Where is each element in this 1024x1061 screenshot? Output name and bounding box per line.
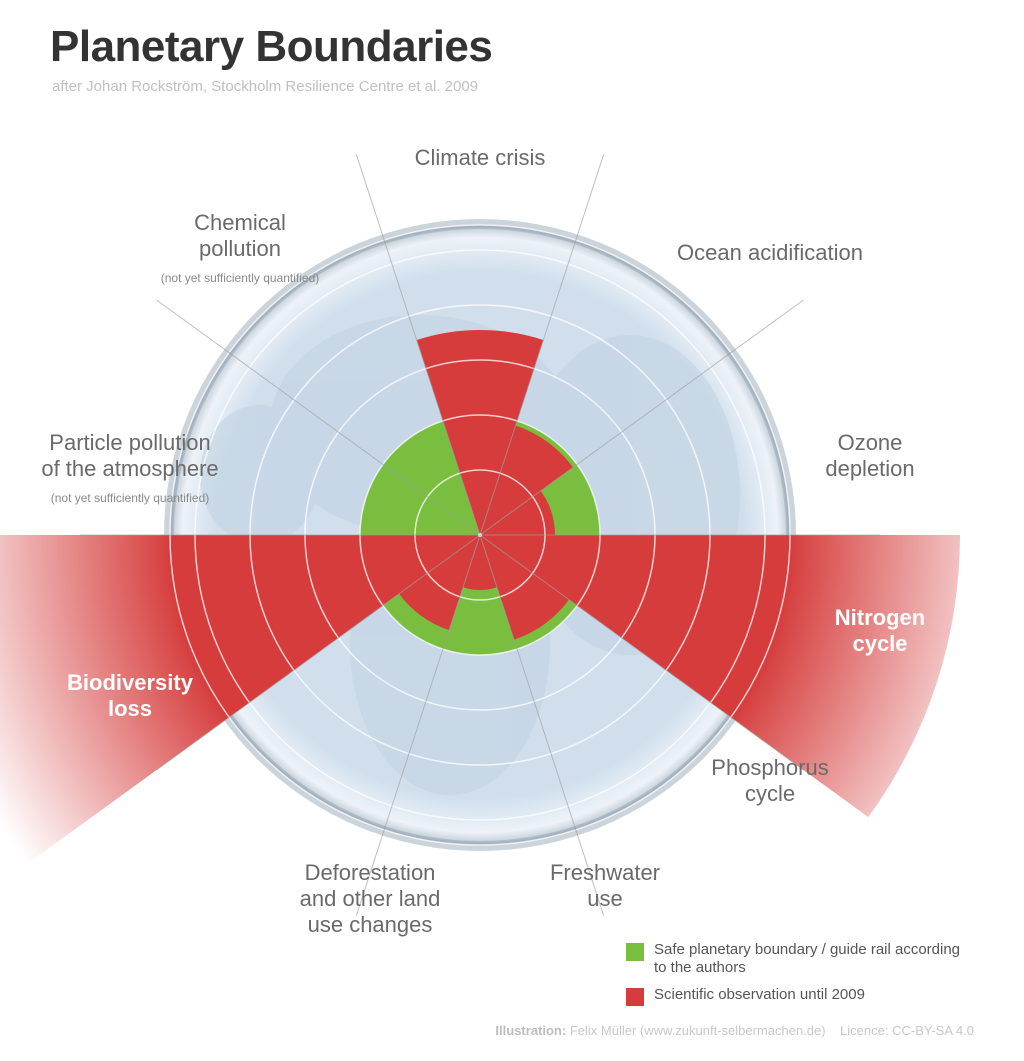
svg-text:Phosphorus: Phosphorus	[711, 755, 828, 780]
credit-label: Illustration:	[495, 1023, 566, 1038]
svg-text:Chemical: Chemical	[194, 210, 286, 235]
svg-text:of the atmosphere: of the atmosphere	[41, 456, 218, 481]
svg-text:and other land: and other land	[300, 886, 441, 911]
label-chemical: Chemicalpollution (not yet sufficiently q…	[161, 210, 320, 285]
credit-name: Felix Müller (www.zukunft-selbermachen.d…	[570, 1023, 826, 1038]
legend-observed: Scientific observation until 2009	[626, 986, 974, 1006]
swatch-safe	[626, 943, 644, 961]
label-particle: Particle pollutionof the atmosphere (not …	[41, 430, 218, 505]
chart-svg: Climate crisis Ocean acidification Ozonede…	[0, 0, 1024, 1056]
svg-text:(not yet sufficiently quantifi: (not yet sufficiently quantified)	[161, 271, 320, 285]
label-ocean-acid: Ocean acidification	[677, 240, 863, 265]
radial-chart: Climate crisis Ocean acidification Ozonede…	[0, 0, 1024, 1056]
svg-text:Ocean acidification: Ocean acidification	[677, 240, 863, 265]
credit-licence: CC-BY-SA 4.0	[892, 1023, 974, 1038]
legend-safe-label: Safe planetary boundary / guide rail acc…	[654, 941, 974, 979]
svg-text:Ozone: Ozone	[838, 430, 903, 455]
svg-text:pollution: pollution	[199, 236, 281, 261]
credit-line: Illustration: Felix Müller (www.zukunft-…	[495, 1023, 974, 1038]
svg-text:use changes: use changes	[308, 912, 433, 937]
label-ozone: Ozonedepletion	[825, 430, 914, 481]
legend: Safe planetary boundary / guide rail acc…	[626, 933, 974, 1007]
label-freshwater: Freshwateruse	[550, 860, 660, 911]
svg-text:Nitrogen: Nitrogen	[835, 605, 925, 630]
svg-text:cycle: cycle	[745, 781, 795, 806]
svg-text:use: use	[587, 886, 622, 911]
svg-text:Deforestation: Deforestation	[305, 860, 436, 885]
svg-text:Climate crisis: Climate crisis	[415, 145, 546, 170]
svg-text:loss: loss	[108, 696, 152, 721]
svg-text:Freshwater: Freshwater	[550, 860, 660, 885]
legend-safe: Safe planetary boundary / guide rail acc…	[626, 941, 974, 979]
svg-text:depletion: depletion	[825, 456, 914, 481]
svg-text:Biodiversity: Biodiversity	[67, 670, 194, 695]
label-deforestation: Deforestationand other landuse changes	[300, 860, 441, 937]
svg-text:cycle: cycle	[852, 631, 907, 656]
svg-text:(not yet sufficiently quantifi: (not yet sufficiently quantified)	[51, 491, 210, 505]
legend-observed-label: Scientific observation until 2009	[654, 986, 865, 1005]
credit-licence-label: Licence:	[840, 1023, 888, 1038]
svg-text:Particle pollution: Particle pollution	[49, 430, 210, 455]
swatch-observed	[626, 988, 644, 1006]
label-phosphorus: Phosphoruscycle	[711, 755, 828, 806]
label-climate: Climate crisis	[415, 145, 546, 170]
